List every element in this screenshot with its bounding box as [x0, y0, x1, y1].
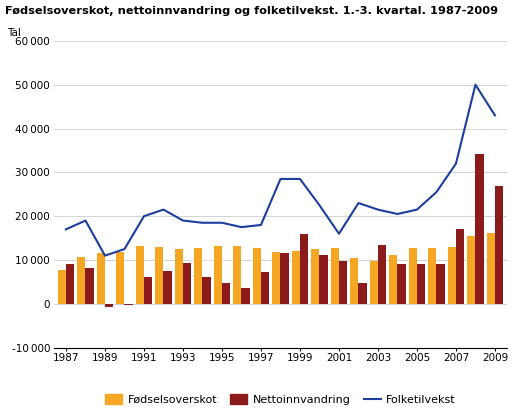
Bar [320, 255, 328, 304]
Bar [233, 246, 241, 304]
Bar [370, 261, 378, 304]
Text: Tal: Tal [7, 28, 21, 38]
Bar [456, 229, 464, 304]
Bar [398, 263, 406, 304]
Bar [175, 249, 183, 304]
Bar [253, 248, 261, 304]
Legend: Fødselsoverskot, Nettoinnvandring, Folketilvekst: Fødselsoverskot, Nettoinnvandring, Folke… [101, 390, 460, 409]
Bar [351, 258, 358, 304]
Bar [280, 253, 288, 304]
Bar [417, 263, 425, 304]
Bar [222, 283, 230, 304]
Bar [78, 257, 85, 304]
Bar [467, 236, 476, 304]
Bar [261, 272, 269, 304]
Bar [125, 304, 133, 305]
Bar [409, 248, 417, 304]
Bar [476, 154, 483, 304]
Bar [300, 234, 308, 304]
Bar [378, 245, 386, 304]
Bar [389, 255, 398, 304]
Bar [448, 247, 456, 304]
Bar [331, 248, 339, 304]
Bar [241, 288, 250, 304]
Bar [85, 268, 94, 304]
Bar [97, 254, 105, 304]
Bar [163, 272, 172, 304]
Bar [214, 246, 222, 304]
Bar [66, 263, 74, 304]
Bar [436, 263, 445, 304]
Bar [58, 270, 66, 304]
Bar [155, 247, 163, 304]
Bar [105, 304, 113, 307]
Bar [203, 277, 210, 304]
Bar [339, 261, 347, 304]
Bar [116, 252, 125, 304]
Bar [428, 248, 436, 304]
Text: Fødselsoverskot, nettoinnvandring og folketilvekst. 1.-3. kvartal. 1987-2009: Fødselsoverskot, nettoinnvandring og fol… [5, 6, 498, 16]
Bar [311, 249, 320, 304]
Bar [487, 233, 495, 304]
Bar [144, 276, 152, 304]
Bar [136, 246, 144, 304]
Bar [194, 248, 203, 304]
Bar [495, 186, 503, 304]
Bar [183, 263, 191, 304]
Bar [358, 283, 367, 304]
Bar [272, 252, 280, 304]
Bar [292, 251, 300, 304]
